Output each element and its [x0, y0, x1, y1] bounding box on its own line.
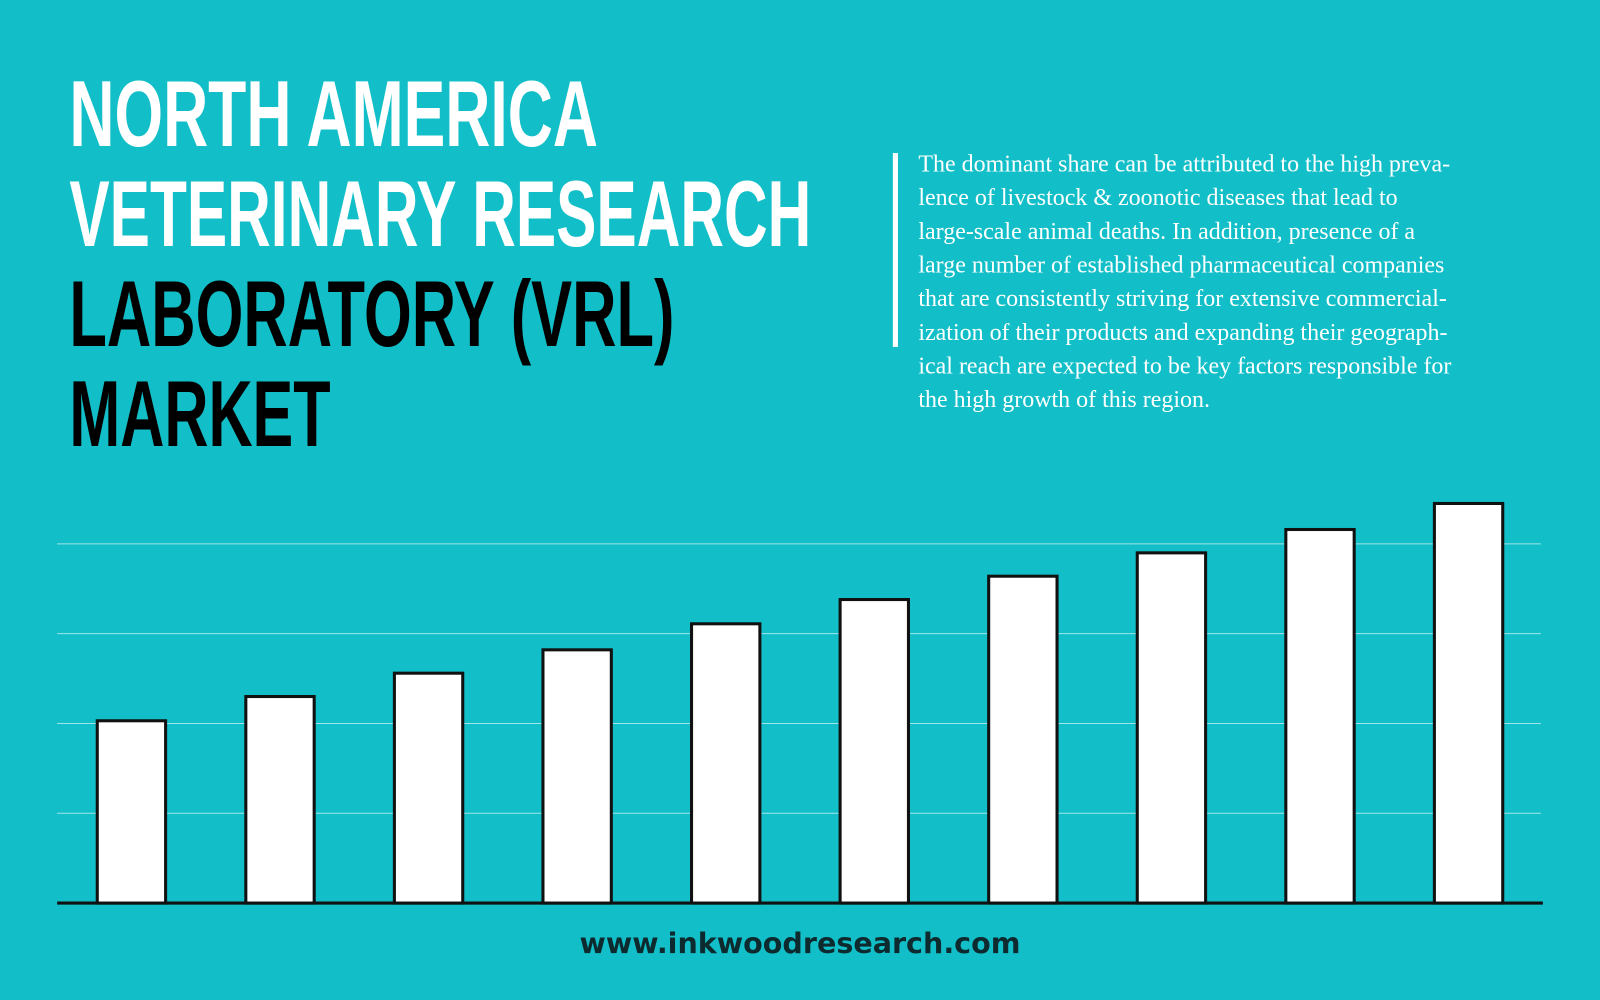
- description-line: the high growth of this region.: [918, 387, 1210, 413]
- description-line: lence of livestock & zoonotic diseases t…: [918, 185, 1397, 211]
- bar: [1135, 551, 1208, 905]
- bar: [541, 648, 613, 905]
- description-line: large number of established pharmaceutic…: [918, 252, 1444, 278]
- title-line: VETERINARY RESEARCH: [69, 161, 811, 266]
- bar: [1284, 527, 1356, 905]
- bar: [244, 694, 316, 905]
- description-line: ization of their products and expanding …: [918, 320, 1447, 346]
- description-line: The dominant share can be attributed to …: [918, 151, 1450, 177]
- description-line: that are consistently striving for exten…: [918, 286, 1446, 312]
- bar: [690, 622, 762, 905]
- footer-url: www.inkwoodresearch.com: [579, 926, 1020, 960]
- title-line: NORTH AMERICA: [69, 61, 598, 166]
- bar: [1432, 501, 1505, 905]
- bar: [95, 719, 168, 905]
- title-line: MARKET: [69, 361, 330, 466]
- title-line: LABORATORY (VRL): [69, 261, 674, 366]
- bar: [987, 574, 1059, 905]
- bar: [838, 598, 910, 905]
- description-accent: [892, 153, 898, 347]
- bar: [392, 671, 465, 905]
- description-line: ical reach are expected to be key factor…: [918, 353, 1451, 379]
- description-line: large-scale animal deaths. In addition, …: [918, 219, 1415, 245]
